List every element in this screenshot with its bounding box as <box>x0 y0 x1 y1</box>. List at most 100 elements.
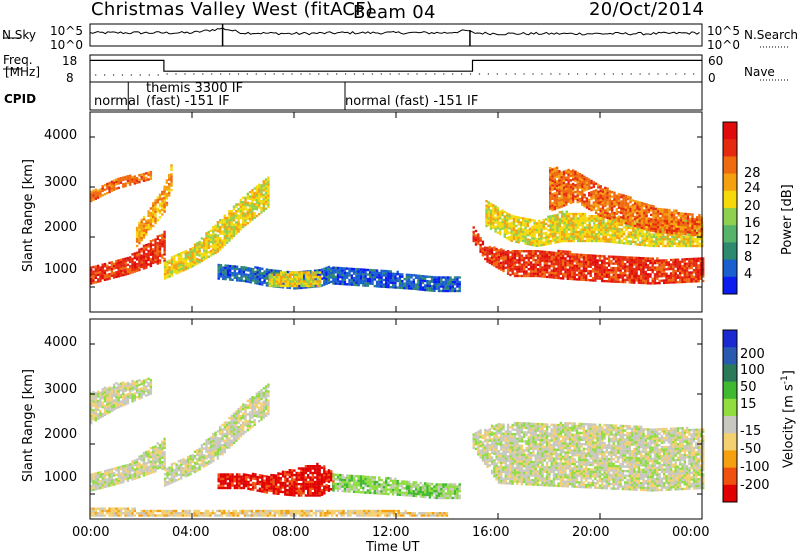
heatmap-cell <box>367 285 369 287</box>
heatmap-cell <box>598 220 600 222</box>
heatmap-cell <box>578 263 580 265</box>
heatmap-cell <box>154 202 156 204</box>
heatmap-cell <box>401 282 403 284</box>
heatmap-cell <box>99 266 101 268</box>
heatmap-cell <box>593 231 595 233</box>
heatmap-cell <box>185 255 187 257</box>
heatmap-cell <box>686 272 688 274</box>
heatmap-cell <box>568 224 570 226</box>
heatmap-cell <box>106 185 108 187</box>
heatmap-cell <box>97 190 99 192</box>
heatmap-cell <box>670 263 672 265</box>
heatmap-cell <box>547 225 549 227</box>
heatmap-cell <box>554 219 556 221</box>
heatmap-cell <box>180 257 182 259</box>
heatmap-cell <box>399 278 401 280</box>
heatmap-cell <box>131 253 133 255</box>
heatmap-cell <box>203 238 205 240</box>
heatmap-cell <box>511 224 513 226</box>
heatmap-cell <box>556 236 558 238</box>
heatmap-cell <box>332 276 334 278</box>
heatmap-cell <box>147 228 149 230</box>
heatmap-cell <box>678 214 680 216</box>
heatmap-cell <box>614 225 616 227</box>
heatmap-cell <box>657 234 659 236</box>
heatmap-cell <box>686 276 688 278</box>
heatmap-cell <box>497 227 499 229</box>
heatmap-cell <box>136 252 138 254</box>
heatmap-cell <box>104 486 106 488</box>
heatmap-cell <box>141 228 143 230</box>
heatmap-cell <box>493 264 495 266</box>
heatmap-cell <box>447 285 449 287</box>
heatmap-cell <box>150 258 152 260</box>
heatmap-cell <box>583 189 585 191</box>
heatmap-cell <box>531 235 533 237</box>
heatmap-cell <box>579 235 581 237</box>
heatmap-cell <box>632 213 634 215</box>
heatmap-cell <box>555 252 557 254</box>
heatmap-cell <box>514 273 516 275</box>
heatmap-cell <box>249 213 251 215</box>
heatmap-cell <box>571 260 573 262</box>
heatmap-cell <box>108 273 110 275</box>
heatmap-cell <box>233 230 235 232</box>
heatmap-cell <box>543 232 545 234</box>
heatmap-cell <box>693 260 695 262</box>
heatmap-cell <box>143 227 145 229</box>
heatmap-cell <box>619 267 621 269</box>
heatmap-cell <box>145 453 147 455</box>
heatmap-cell <box>604 193 606 195</box>
heatmap-cell <box>445 276 447 278</box>
heatmap-cell <box>235 224 237 226</box>
heatmap-cell <box>147 224 149 226</box>
heatmap-cell <box>417 288 419 290</box>
heatmap-cell <box>599 268 601 270</box>
heatmap-cell <box>655 238 657 240</box>
heatmap-cell <box>492 211 494 213</box>
heatmap-cell <box>574 278 576 280</box>
heatmap-cell <box>609 199 611 201</box>
heatmap-cell <box>143 258 145 260</box>
heatmap-cell <box>173 260 175 262</box>
heatmap-cell <box>533 240 535 242</box>
heatmap-cell <box>485 209 487 211</box>
heatmap-cell <box>654 262 656 264</box>
heatmap-cell <box>602 193 604 195</box>
heatmap-cell <box>622 279 624 281</box>
heatmap-cell <box>618 239 620 241</box>
heatmap-cell <box>265 199 267 201</box>
heatmap-cell <box>600 190 602 192</box>
heatmap-cell <box>506 221 508 223</box>
heatmap-cell <box>436 281 438 283</box>
heatmap-cell <box>651 245 653 247</box>
heatmap-cell <box>610 256 612 258</box>
heatmap-cell <box>426 276 428 278</box>
heatmap-cell <box>394 273 396 275</box>
heatmap-cell <box>254 212 256 214</box>
heatmap-cell <box>118 180 120 182</box>
heatmap-cell <box>150 242 152 244</box>
heatmap-cell <box>244 224 246 226</box>
heatmap-cell <box>129 272 131 274</box>
heatmap-cell <box>420 288 422 290</box>
heatmap-cell <box>236 277 238 279</box>
heatmap-cell <box>571 267 573 269</box>
heatmap-cell <box>440 279 442 281</box>
heatmap-cell <box>308 271 310 273</box>
heatmap-cell <box>403 285 405 287</box>
heatmap-cell <box>203 245 205 247</box>
heatmap-cell <box>559 240 561 242</box>
heatmap-cell <box>632 204 634 206</box>
heatmap-cell <box>586 179 588 181</box>
heatmap-cell <box>555 259 557 261</box>
heatmap-cell <box>122 183 124 185</box>
heatmap-cell <box>141 466 143 468</box>
heatmap-cell <box>511 233 513 235</box>
heatmap-cell <box>486 249 488 251</box>
heatmap-cell <box>632 224 634 226</box>
heatmap-cell <box>560 255 562 257</box>
heatmap-cell <box>566 240 568 242</box>
heatmap-cell <box>163 233 165 235</box>
heatmap-cell <box>613 203 615 205</box>
